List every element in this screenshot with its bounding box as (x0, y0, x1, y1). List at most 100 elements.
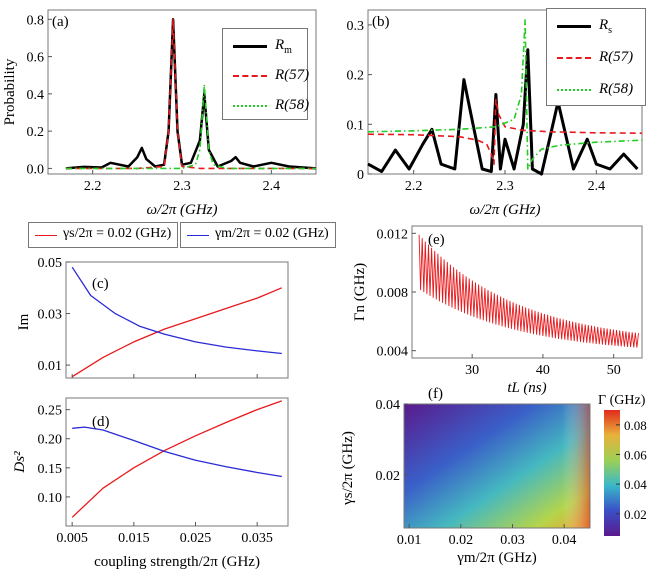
panel-e-label: (e) (428, 232, 445, 248)
panel-f-label: (f) (428, 386, 443, 402)
x-tick-label: 0.005 (56, 531, 88, 546)
y-tick-label: 0.004 (377, 345, 409, 360)
legend-swatch-red (35, 235, 57, 236)
colorbar-tick-label: 0.08 (624, 418, 647, 433)
series-line (418, 234, 639, 348)
panel-f-xlabel: γm/2π (GHz) (456, 550, 537, 566)
legend-label: R(58) (275, 97, 309, 114)
y-tick-label: 0.10 (38, 491, 63, 506)
panel-a: 2.2 2.3 2.40.00.20.40.60.8 (a) ω/2π (GHz) … (2, 9, 317, 218)
legend-text: R (275, 37, 285, 53)
panel-d: 0.005 0.015 0.025 0.035 0.10 0.15 0.20 0.25 (d)… (12, 397, 289, 570)
panel-d-label: (d) (92, 414, 110, 430)
panel-b-series (367, 19, 643, 176)
legend-swatch-solid (233, 45, 267, 48)
panel-a-axes: 2.2 2.3 2.4 0.0 0.2 0.4 0.6 0.8 (27, 13, 281, 194)
legend-gamma-m-label: γm/2π = 0.02 (GHz) (215, 226, 329, 241)
legend-gamma-m: γm/2π = 0.02 (GHz) (180, 222, 336, 248)
x-tick-label: 2.2 (405, 179, 423, 194)
x-tick-label: 0.03 (500, 533, 525, 548)
panel-d-axes: 0.005 0.015 0.025 0.035 0.10 0.15 0.20 0.25 (38, 404, 273, 546)
panel-b-legend: Rs R(57) R(58) (546, 8, 646, 106)
panel-e-axes: 30 40 50 0.004 0.008 0.012 (377, 227, 621, 378)
x-tick-label: 2.2 (84, 179, 102, 194)
y-tick-label: 0.05 (38, 256, 63, 271)
colorbar-label: Γ (GHz) (598, 393, 646, 408)
x-tick-label: 2.4 (263, 179, 281, 194)
panel-e-ylabel: Γn (GHz) (352, 263, 368, 321)
panel-e-series (418, 234, 639, 348)
panel-a-legend: Rm R(57) R(58) (222, 28, 310, 120)
x-tick-label: 0.04 (552, 533, 577, 548)
series-line (71, 400, 283, 518)
colorbar-ticks: 0.02 0.04 0.06 0.08 (616, 418, 647, 522)
legend-gamma-s: γs/2π = 0.02 (GHz) (28, 222, 178, 248)
x-tick-label: 50 (607, 363, 621, 378)
series-line (367, 98, 643, 165)
y-tick-label: 0.04 (376, 398, 401, 413)
legend-label: R(58) (599, 81, 633, 98)
panel-c-frame (65, 261, 289, 379)
panel-c: 0.01 0.03 0.05 (c) Im (16, 256, 289, 379)
x-tick-label: 30 (465, 363, 479, 378)
legend-entry-rs57: R(57) (547, 47, 645, 69)
legend-text: R (599, 17, 609, 33)
y-tick-label: 0.2 (27, 125, 45, 140)
x-tick-label: 2.4 (588, 179, 606, 194)
panel-e: 30 40 50 0.004 0.008 0.012 (e) tL (ns) Γn (GH… (352, 225, 643, 396)
panel-f-ylabel: γs/2π (GHz) (340, 431, 356, 506)
x-tick-label: 0.025 (180, 531, 212, 546)
legend-entry-rs58: R(58) (547, 79, 645, 101)
y-tick-label: 0 (357, 168, 364, 183)
y-tick-label: 0.02 (376, 469, 401, 484)
panel-d-series (71, 400, 283, 518)
x-tick-label: 0.035 (241, 531, 273, 546)
x-tick-label: 0.02 (449, 533, 474, 548)
series-line (367, 48, 639, 176)
legend-label: R(57) (599, 49, 633, 66)
panel-f-axes: 0.01 0.02 0.03 0.04 0.02 0.04 (376, 398, 577, 548)
y-tick-label: 0.20 (38, 433, 63, 448)
panel-d-ylabel: Ds² (12, 451, 28, 474)
panel-a-series (65, 18, 317, 170)
series-line (65, 83, 316, 170)
legend-swatch-solid (557, 25, 591, 28)
legend-entry-rm: Rm (223, 35, 307, 57)
y-tick-label: 0.2 (347, 69, 365, 84)
y-tick-label: 0.6 (27, 51, 45, 66)
series-line (367, 19, 643, 170)
series-line (65, 18, 316, 170)
colorbar-tick-label: 0.02 (624, 507, 647, 522)
legend-entry-rs: Rs (547, 15, 645, 37)
panel-a-xlabel: ω/2π (GHz) (146, 202, 217, 218)
legend-sub: m (284, 45, 292, 56)
panel-d-xlabel: coupling strength/2π (GHz) (94, 554, 260, 570)
y-tick-label: 0.008 (377, 286, 409, 301)
panel-f: 0.01 0.02 0.03 0.04 0.02 0.04 (f) γm/2π (GHz)… (340, 386, 647, 566)
legend-entry-rm58: R(58) (223, 95, 309, 117)
panel-a-ylabel: Probability (2, 58, 18, 125)
colorbar-tick-label: 0.04 (624, 477, 647, 492)
x-tick-label: 0.015 (118, 531, 150, 546)
series-line (71, 287, 283, 378)
heatmap-overlay (404, 404, 590, 528)
legend-text: R(57) (275, 67, 310, 83)
panel-f-frame (403, 403, 591, 529)
colorbar (604, 410, 620, 536)
y-tick-label: 0.01 (38, 359, 63, 374)
panel-c-series (71, 266, 283, 378)
legend-entry-rm57: R(57) (223, 65, 310, 87)
panel-c-label: (c) (92, 276, 109, 292)
y-tick-label: 0.1 (347, 118, 365, 133)
x-tick-label: 2.3 (173, 179, 191, 194)
series-line (72, 426, 282, 478)
panel-d-frame (65, 397, 289, 527)
x-tick-label: 40 (536, 363, 550, 378)
legend-swatch-blue (187, 235, 209, 236)
panel-b-label: (b) (372, 14, 390, 30)
legend-label: Rm (275, 37, 292, 56)
y-tick-label: 0.3 (347, 19, 365, 34)
legend-gamma-s-label: γs/2π = 0.02 (GHz) (63, 226, 172, 241)
y-tick-label: 0.4 (27, 88, 45, 103)
colorbar-tick-label: 0.06 (624, 447, 647, 462)
